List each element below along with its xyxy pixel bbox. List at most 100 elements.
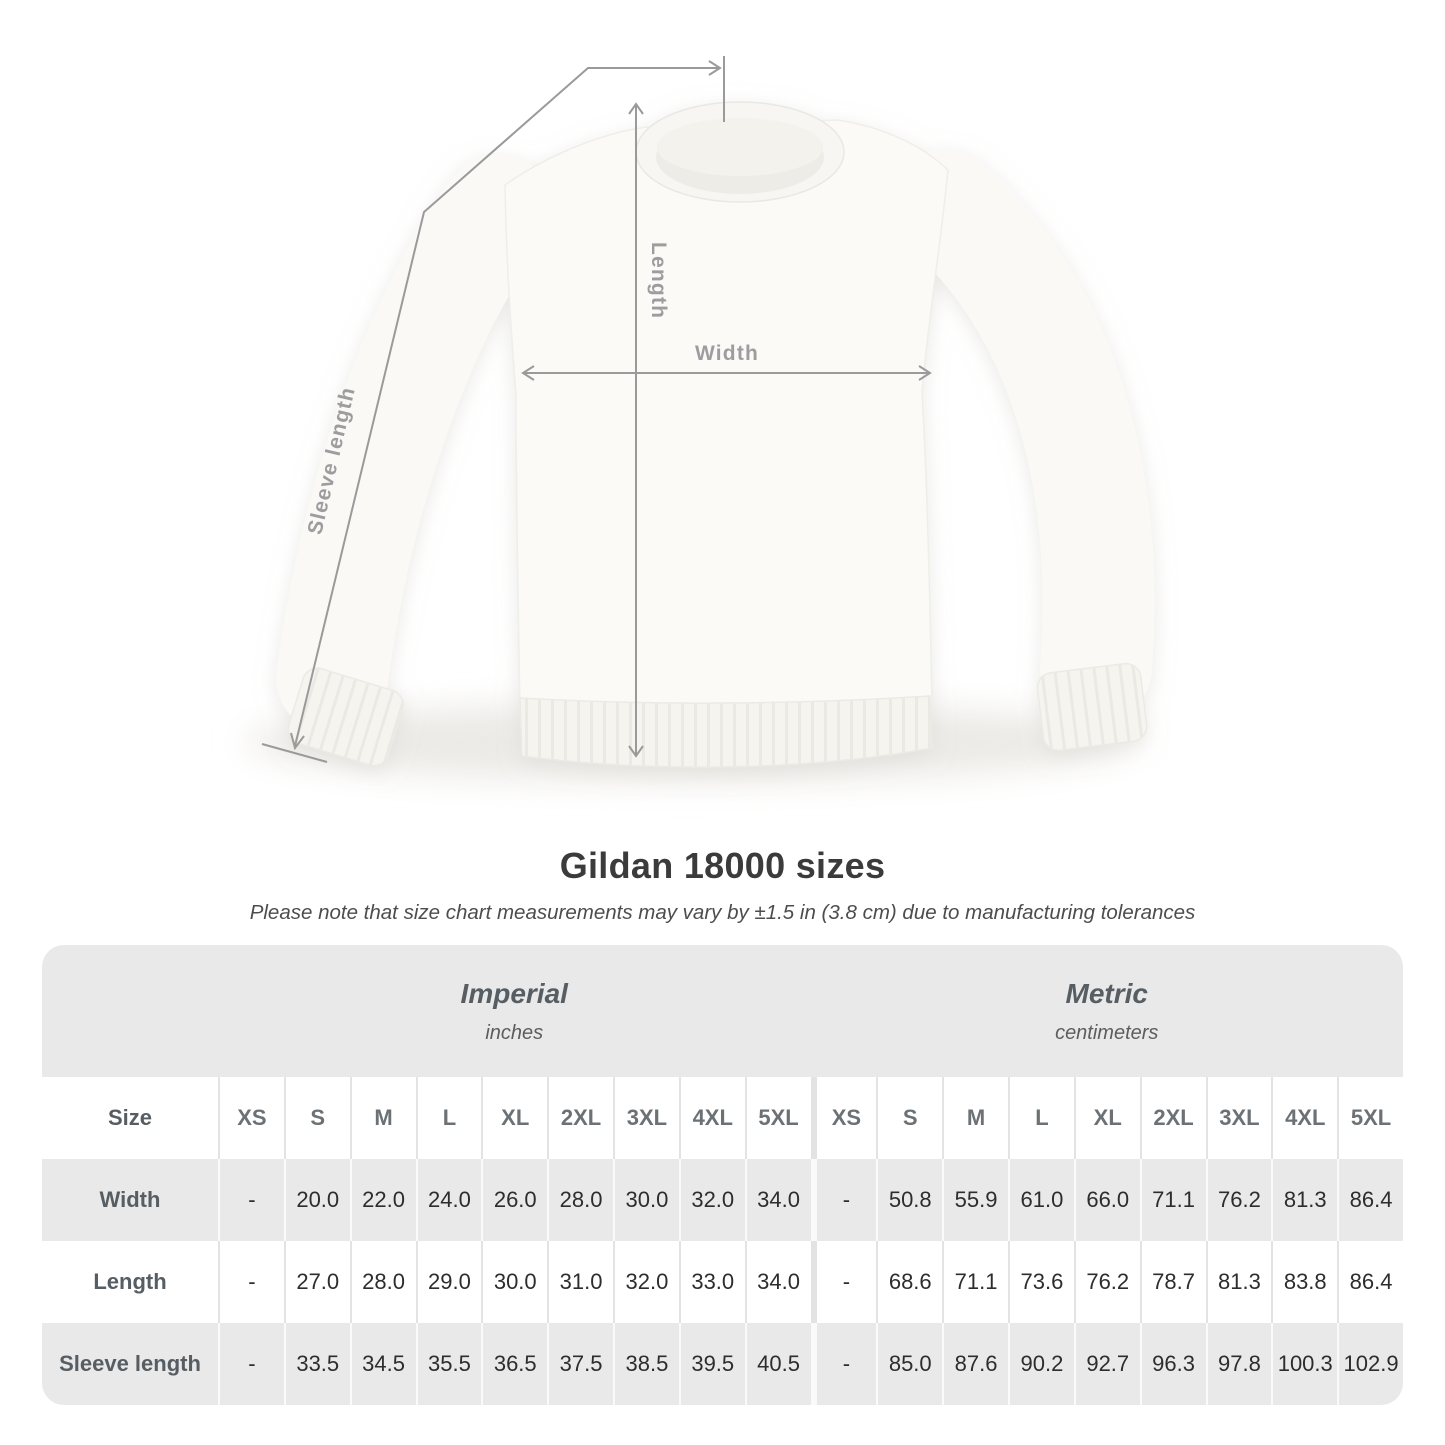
- sweatshirt-illustration: [276, 101, 1155, 768]
- cell-width-imperial-s: 20.0: [283, 1159, 350, 1241]
- cell-sleeve-length-imperial-4xl: 39.5: [678, 1323, 745, 1405]
- cell-width-metric-m: 55.9: [942, 1159, 1008, 1241]
- hem-band: [519, 695, 933, 768]
- size-col-header-metric-3xl: 3XL: [1205, 1077, 1272, 1159]
- width-label: Width: [695, 342, 759, 365]
- size-corner-header: Size: [107, 1105, 153, 1130]
- size-col-header-imperial-5xl: 5XL: [744, 1077, 811, 1159]
- cell-width-imperial-m: 22.0: [349, 1159, 416, 1241]
- cell-length-imperial-2xl: 31.0: [547, 1241, 613, 1323]
- size-col-header-metric-s: S: [876, 1077, 942, 1159]
- right-cuff: [1036, 662, 1148, 752]
- size-col-header-imperial-3xl: 3XL: [613, 1077, 679, 1159]
- cell-width-metric-xl: 66.0: [1073, 1159, 1140, 1241]
- table-row-sleeve-length: Sleeve length -33.5 34.5 35.5 36.5 37.5 38.5 3…: [42, 1323, 1403, 1405]
- cell-length-imperial-4xl: 33.0: [678, 1241, 745, 1323]
- unit-band: Imperial inches Metric centimeters: [42, 945, 1403, 1077]
- sleeve-length-measure-line: [261, 56, 725, 763]
- cell-length-imperial-l: 29.0: [415, 1241, 482, 1323]
- cell-length-imperial-m: 28.0: [349, 1241, 416, 1323]
- cell-sleeve-length-metric-xs: -: [810, 1323, 877, 1405]
- cell-width-imperial-3xl: 30.0: [613, 1159, 679, 1241]
- cell-length-metric-xs: -: [810, 1241, 877, 1323]
- cell-length-metric-l: 73.6: [1008, 1241, 1074, 1323]
- metric-group-unit: centimeters: [1055, 1021, 1159, 1044]
- cell-length-metric-3xl: 81.3: [1205, 1241, 1272, 1323]
- cell-sleeve-length-imperial-s: 33.5: [283, 1323, 350, 1405]
- size-col-header-imperial-l: L: [415, 1077, 482, 1159]
- cell-width-metric-3xl: 76.2: [1205, 1159, 1272, 1241]
- cell-width-metric-xs: -: [810, 1159, 877, 1241]
- size-col-header-imperial-2xl: 2XL: [547, 1077, 613, 1159]
- cell-width-imperial-l: 24.0: [415, 1159, 482, 1241]
- cell-width-imperial-5xl: 34.0: [744, 1159, 811, 1241]
- cell-length-imperial-5xl: 34.0: [744, 1241, 811, 1323]
- cell-width-imperial-4xl: 32.0: [678, 1159, 745, 1241]
- left-sleeve: [276, 154, 554, 734]
- imperial-group-name: Imperial: [460, 977, 568, 1009]
- garment-body: [504, 119, 949, 709]
- cell-sleeve-length-imperial-xl: 36.5: [481, 1323, 547, 1405]
- cell-length-metric-4xl: 83.8: [1271, 1241, 1337, 1323]
- size-col-header-metric-m: M: [942, 1077, 1008, 1159]
- cell-length-imperial-xs: -: [218, 1241, 284, 1323]
- size-col-header-metric-xl: XL: [1073, 1077, 1140, 1159]
- table-row-length: Length -27.0 28.0 29.0 30.0 31.0 32.0 33.0 34.0…: [42, 1241, 1403, 1323]
- length-label: Length: [647, 242, 670, 319]
- size-col-header-imperial-xl: XL: [481, 1077, 547, 1159]
- page-title: Gildan 18000 sizes: [559, 845, 886, 886]
- page-subtitle: Please note that size chart measurements…: [249, 901, 1196, 924]
- metric-group-header: Metric centimeters: [811, 945, 1404, 1077]
- row-label-sleeve-length: Sleeve length: [59, 1351, 201, 1376]
- row-label-length: Length: [93, 1269, 167, 1294]
- cell-length-metric-xl: 76.2: [1073, 1241, 1140, 1323]
- left-cuff: [287, 667, 404, 767]
- cell-length-metric-m: 71.1: [942, 1241, 1008, 1323]
- size-col-header-metric-4xl: 4XL: [1271, 1077, 1337, 1159]
- cell-sleeve-length-imperial-3xl: 38.5: [613, 1323, 679, 1405]
- cell-width-imperial-xs: -: [218, 1159, 284, 1241]
- cell-sleeve-length-imperial-5xl: 40.5: [744, 1323, 811, 1405]
- row-label-width: Width: [99, 1187, 161, 1212]
- cell-sleeve-length-imperial-l: 35.5: [415, 1323, 482, 1405]
- cell-sleeve-length-metric-s: 85.0: [876, 1323, 942, 1405]
- right-sleeve: [889, 149, 1155, 724]
- cell-width-metric-5xl: 86.4: [1337, 1159, 1403, 1241]
- size-col-header-imperial-4xl: 4XL: [678, 1077, 745, 1159]
- cell-length-metric-s: 68.6: [876, 1241, 942, 1323]
- cell-length-metric-5xl: 86.4: [1337, 1241, 1403, 1323]
- cell-sleeve-length-imperial-m: 34.5: [349, 1323, 416, 1405]
- cell-sleeve-length-imperial-xs: -: [218, 1323, 284, 1405]
- cell-sleeve-length-imperial-2xl: 37.5: [547, 1323, 613, 1405]
- cell-width-imperial-xl: 26.0: [481, 1159, 547, 1241]
- size-col-header-metric-xs: XS: [810, 1077, 877, 1159]
- size-col-header-imperial-xs: XS: [218, 1077, 284, 1159]
- collar-inner-back: [657, 118, 823, 176]
- cell-sleeve-length-metric-xl: 92.7: [1073, 1323, 1140, 1405]
- heading: Gildan 18000 sizes Please note that size…: [0, 845, 1445, 925]
- cell-sleeve-length-metric-5xl: 102.9: [1337, 1323, 1403, 1405]
- sweatshirt-size-diagram: Width Length Sleeve length: [245, 56, 1155, 782]
- size-col-header-imperial-s: S: [283, 1077, 350, 1159]
- cell-length-metric-2xl: 78.7: [1139, 1241, 1206, 1323]
- size-header-row: Size XS S M L XL 2XL 3XL 4XL 5XL XS S M L XL 2XL 3XL 4XL…: [42, 1077, 1403, 1159]
- cell-width-metric-4xl: 81.3: [1271, 1159, 1337, 1241]
- cell-sleeve-length-metric-l: 90.2: [1008, 1323, 1074, 1405]
- size-col-header-imperial-m: M: [349, 1077, 416, 1159]
- imperial-group-unit: inches: [485, 1021, 544, 1044]
- size-col-header-metric-l: L: [1008, 1077, 1074, 1159]
- width-measure-line: [521, 365, 932, 381]
- cell-sleeve-length-metric-4xl: 100.3: [1271, 1323, 1337, 1405]
- size-col-header-metric-2xl: 2XL: [1139, 1077, 1206, 1159]
- cell-length-imperial-xl: 30.0: [481, 1241, 547, 1323]
- cell-length-imperial-3xl: 32.0: [613, 1241, 679, 1323]
- table-row-width: Width -20.0 22.0 24.0 26.0 28.0 30.0 32.0 34.0-…: [42, 1159, 1403, 1241]
- size-table: Imperial inches Metric centimeters Size …: [42, 945, 1403, 1405]
- imperial-group-header: Imperial inches: [218, 945, 811, 1077]
- cell-width-metric-l: 61.0: [1008, 1159, 1074, 1241]
- size-col-header-metric-5xl: 5XL: [1337, 1077, 1403, 1159]
- cell-width-imperial-2xl: 28.0: [547, 1159, 613, 1241]
- cell-length-imperial-s: 27.0: [283, 1241, 350, 1323]
- cell-sleeve-length-metric-3xl: 97.8: [1205, 1323, 1272, 1405]
- length-measure-line: [628, 102, 644, 758]
